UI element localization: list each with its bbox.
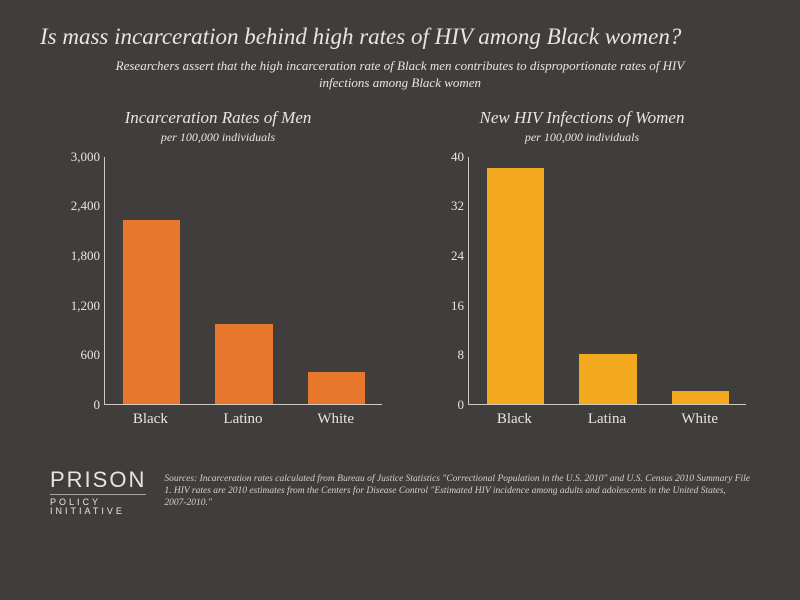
chart-area: 0 600 1,200 1,800 2,400 3,000 BlackLatinoWhite	[48, 151, 388, 451]
y-tick-label: 1,800	[48, 248, 100, 264]
page-subtitle: Researchers assert that the high incarce…	[40, 58, 760, 92]
page-title: Is mass incarceration behind high rates …	[40, 24, 760, 50]
x-tick-label: Latino	[197, 411, 290, 428]
plot-area	[104, 157, 382, 405]
x-tick-label: Latina	[561, 411, 654, 428]
y-tick-label: 3,000	[48, 149, 100, 165]
sources-text: Sources: Incarceration rates calculated …	[164, 474, 750, 510]
y-tick-label: 0	[412, 397, 464, 413]
x-tick-label: Black	[104, 411, 197, 428]
bar	[215, 324, 272, 403]
y-tick-label: 2,400	[48, 198, 100, 214]
bar	[672, 391, 729, 403]
y-tick-label: 8	[412, 347, 464, 363]
y-tick-label: 24	[412, 248, 464, 264]
x-tick-label: Black	[468, 411, 561, 428]
chart-area: 0 8 16 24 32 40 BlackLatinaWhite	[412, 151, 752, 451]
y-tick-label: 600	[48, 347, 100, 363]
bar	[308, 372, 365, 403]
plot-area	[468, 157, 746, 405]
chart-title: Incarceration Rates of Men	[48, 108, 388, 128]
bar	[123, 220, 180, 404]
logo: PRISON POLICY INITIATIVE	[50, 469, 146, 516]
bar	[487, 168, 544, 404]
chart-hiv: New HIV Infections of Women per 100,000 …	[412, 108, 752, 451]
y-tick-label: 32	[412, 198, 464, 214]
logo-bottom: POLICY INITIATIVE	[50, 495, 146, 516]
chart-note: per 100,000 individuals	[48, 130, 388, 145]
y-tick-label: 0	[48, 397, 100, 413]
charts-row: Incarceration Rates of Men per 100,000 i…	[40, 108, 760, 451]
chart-note: per 100,000 individuals	[412, 130, 752, 145]
logo-top: PRISON	[50, 469, 146, 495]
y-tick-label: 40	[412, 149, 464, 165]
chart-title: New HIV Infections of Women	[412, 108, 752, 128]
x-tick-label: White	[289, 411, 382, 428]
y-tick-label: 16	[412, 298, 464, 314]
x-tick-label: White	[653, 411, 746, 428]
chart-incarceration: Incarceration Rates of Men per 100,000 i…	[48, 108, 388, 451]
bar	[579, 354, 636, 404]
footer: PRISON POLICY INITIATIVE Sources: Incarc…	[40, 469, 760, 516]
y-tick-label: 1,200	[48, 298, 100, 314]
